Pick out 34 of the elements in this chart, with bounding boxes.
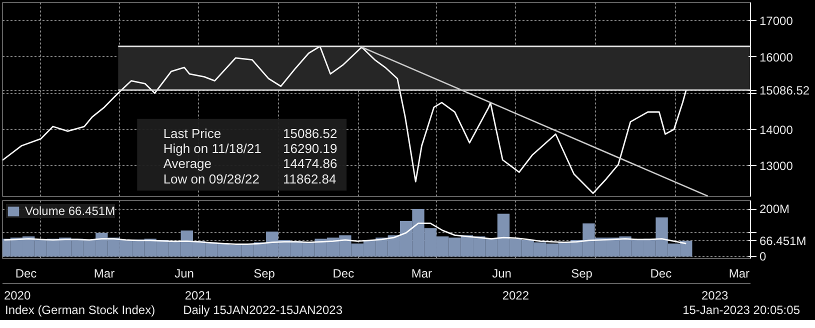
x-tick-label: Dec [15,266,37,280]
annotation: Average [163,156,212,172]
legend-label: Volume 66.451M [25,204,116,218]
x2-tick-label: 2021 [184,288,212,302]
y-tick-label: 14000 [760,122,794,137]
text: Daily 15JAN2022-15JAN2023 [183,303,343,317]
annotation: 11862.84 [283,171,336,186]
annotation: 14474.86 [283,156,338,172]
annotation: 16290.19 [283,141,338,156]
x-tick-label: Jun [174,266,194,280]
y-tick-label: 16000 [760,50,794,64]
text: Index (German Stock Index) [5,303,156,317]
x2-tick-label: 2023 [701,288,729,302]
annotation: Last Price [163,126,222,141]
x-tick-label: Dec [332,266,354,280]
annotation: 15086.52 [283,126,338,141]
y-tick-label: 17000 [760,14,794,28]
y-tick-label: 15086.52 [760,84,810,98]
x-tick-label: Sep [571,266,593,280]
y-tick-label: 0 [760,250,766,264]
annotation: Low on 09/28/22 [163,171,260,186]
x-tick-label: Mar [728,266,750,280]
x-tick-label: Sep [254,266,276,280]
y-tick-label: 66.451M [760,234,806,248]
x2-tick-label: 2020 [4,288,31,302]
x-tick-label: Jun [492,266,512,280]
x-tick-label: Mar [94,266,115,280]
text: 15-Jan-2023 20:05:05 [682,302,800,318]
x2-tick-label: 2022 [502,288,530,302]
annotation: High on 11/18/21 [163,141,262,156]
y-tick-label: 200M [760,202,790,216]
y-tick-label: 13000 [760,159,794,174]
x-tick-label: Mar [411,266,432,280]
x-tick-label: Dec [650,266,672,280]
